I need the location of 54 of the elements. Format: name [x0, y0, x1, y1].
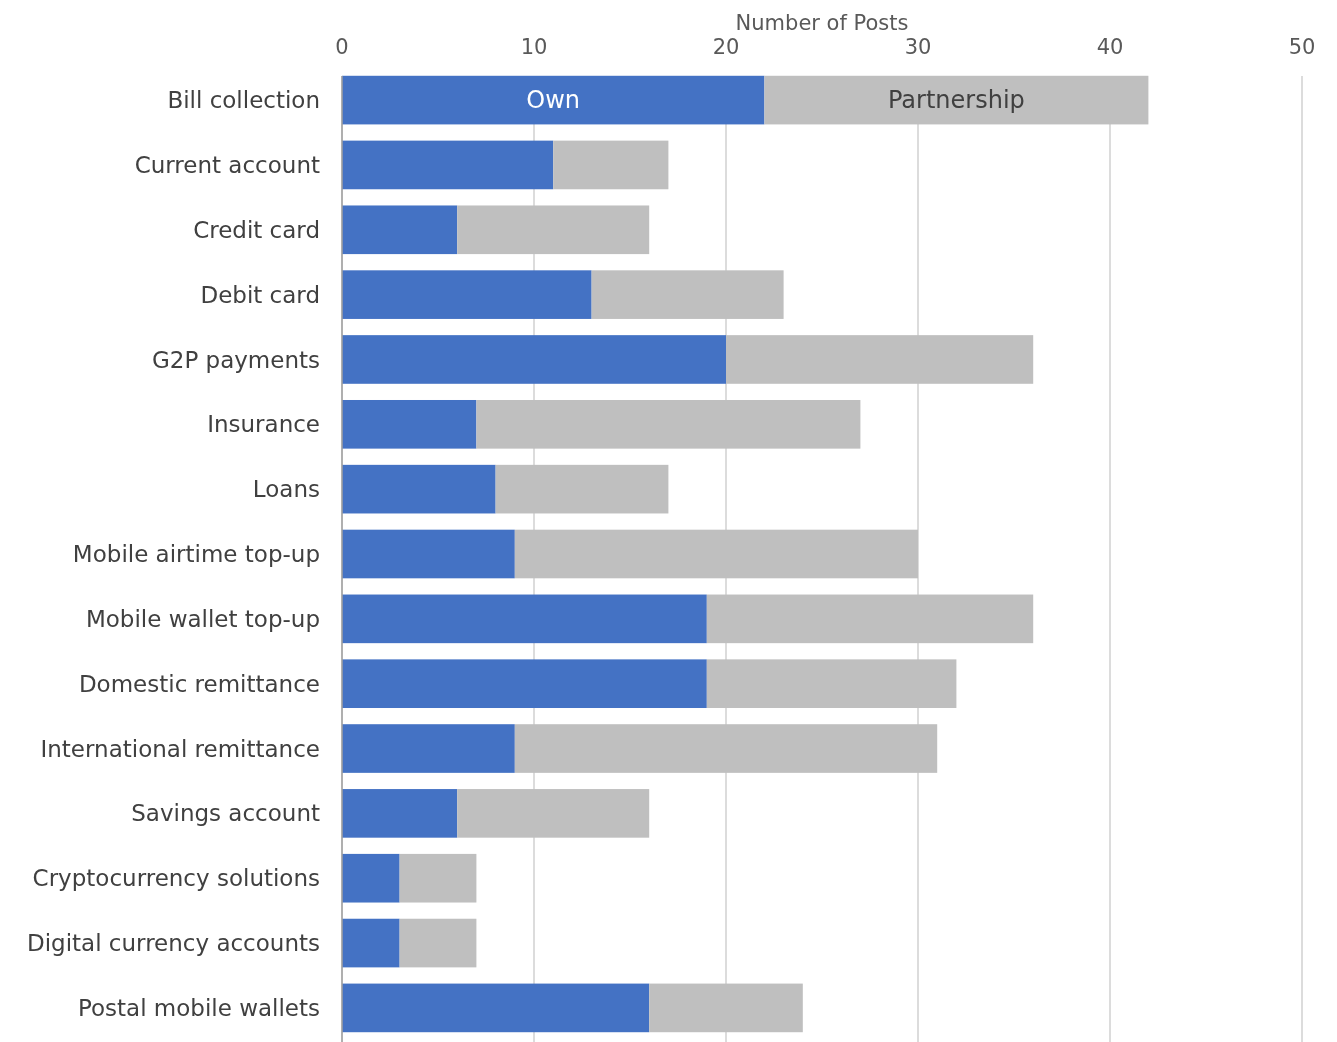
series-label: Partnership [887, 86, 1025, 115]
bar [342, 75, 765, 125]
bar [495, 464, 669, 514]
bar [342, 918, 400, 968]
y-tick-label: Domestic remittance [78, 670, 320, 697]
y-tick-label: Insurance [207, 411, 320, 438]
x-tick-label: 10 [520, 35, 548, 59]
x-axis-title: Number of Posts [735, 11, 909, 35]
bar [706, 659, 957, 708]
y-tick-label: Current account [134, 151, 320, 178]
bar [514, 724, 938, 773]
bar [457, 789, 650, 838]
x-tick-label: 40 [1096, 35, 1124, 59]
bar [342, 789, 458, 838]
bar [342, 464, 496, 514]
y-tick-label: International remittance [40, 735, 320, 762]
y-tick-label: Digital currency accounts [26, 930, 320, 957]
bar [342, 270, 592, 319]
x-tick-label: 30 [904, 35, 932, 59]
y-tick-label: Cryptocurrency solutions [32, 865, 320, 892]
x-tick-label: 0 [335, 35, 349, 59]
y-tick-label: Mobile airtime top-up [72, 541, 320, 568]
bar [399, 918, 477, 968]
bar [726, 335, 1034, 384]
y-tick-label: Credit card [193, 216, 320, 243]
y-tick-label: Loans [252, 476, 320, 503]
y-tick-label: Bill collection [167, 87, 320, 114]
series-label: Own [526, 86, 581, 115]
x-tick-label: 50 [1288, 35, 1316, 59]
bar [342, 983, 650, 1033]
bar [514, 529, 918, 579]
bar [649, 983, 803, 1033]
bar [706, 594, 1034, 644]
y-tick-label: Debit card [200, 281, 320, 308]
y-tick-label: G2P payments [151, 346, 320, 373]
bar [342, 594, 707, 644]
bar [457, 205, 650, 255]
bar [476, 400, 861, 449]
bar [342, 205, 458, 255]
bar [342, 529, 515, 579]
x-tick-label: 20 [712, 35, 740, 59]
bar [591, 270, 784, 319]
bar [399, 853, 477, 903]
bar [342, 724, 515, 773]
bar [764, 75, 1149, 125]
bar [342, 335, 726, 384]
bar [342, 853, 400, 903]
y-tick-label: Savings account [131, 800, 320, 827]
y-tick-label: Postal mobile wallets [77, 994, 320, 1021]
bar [342, 140, 554, 190]
bar [553, 140, 669, 190]
y-tick-label: Mobile wallet top-up [85, 605, 320, 632]
bar [342, 400, 477, 449]
bar [342, 659, 707, 708]
